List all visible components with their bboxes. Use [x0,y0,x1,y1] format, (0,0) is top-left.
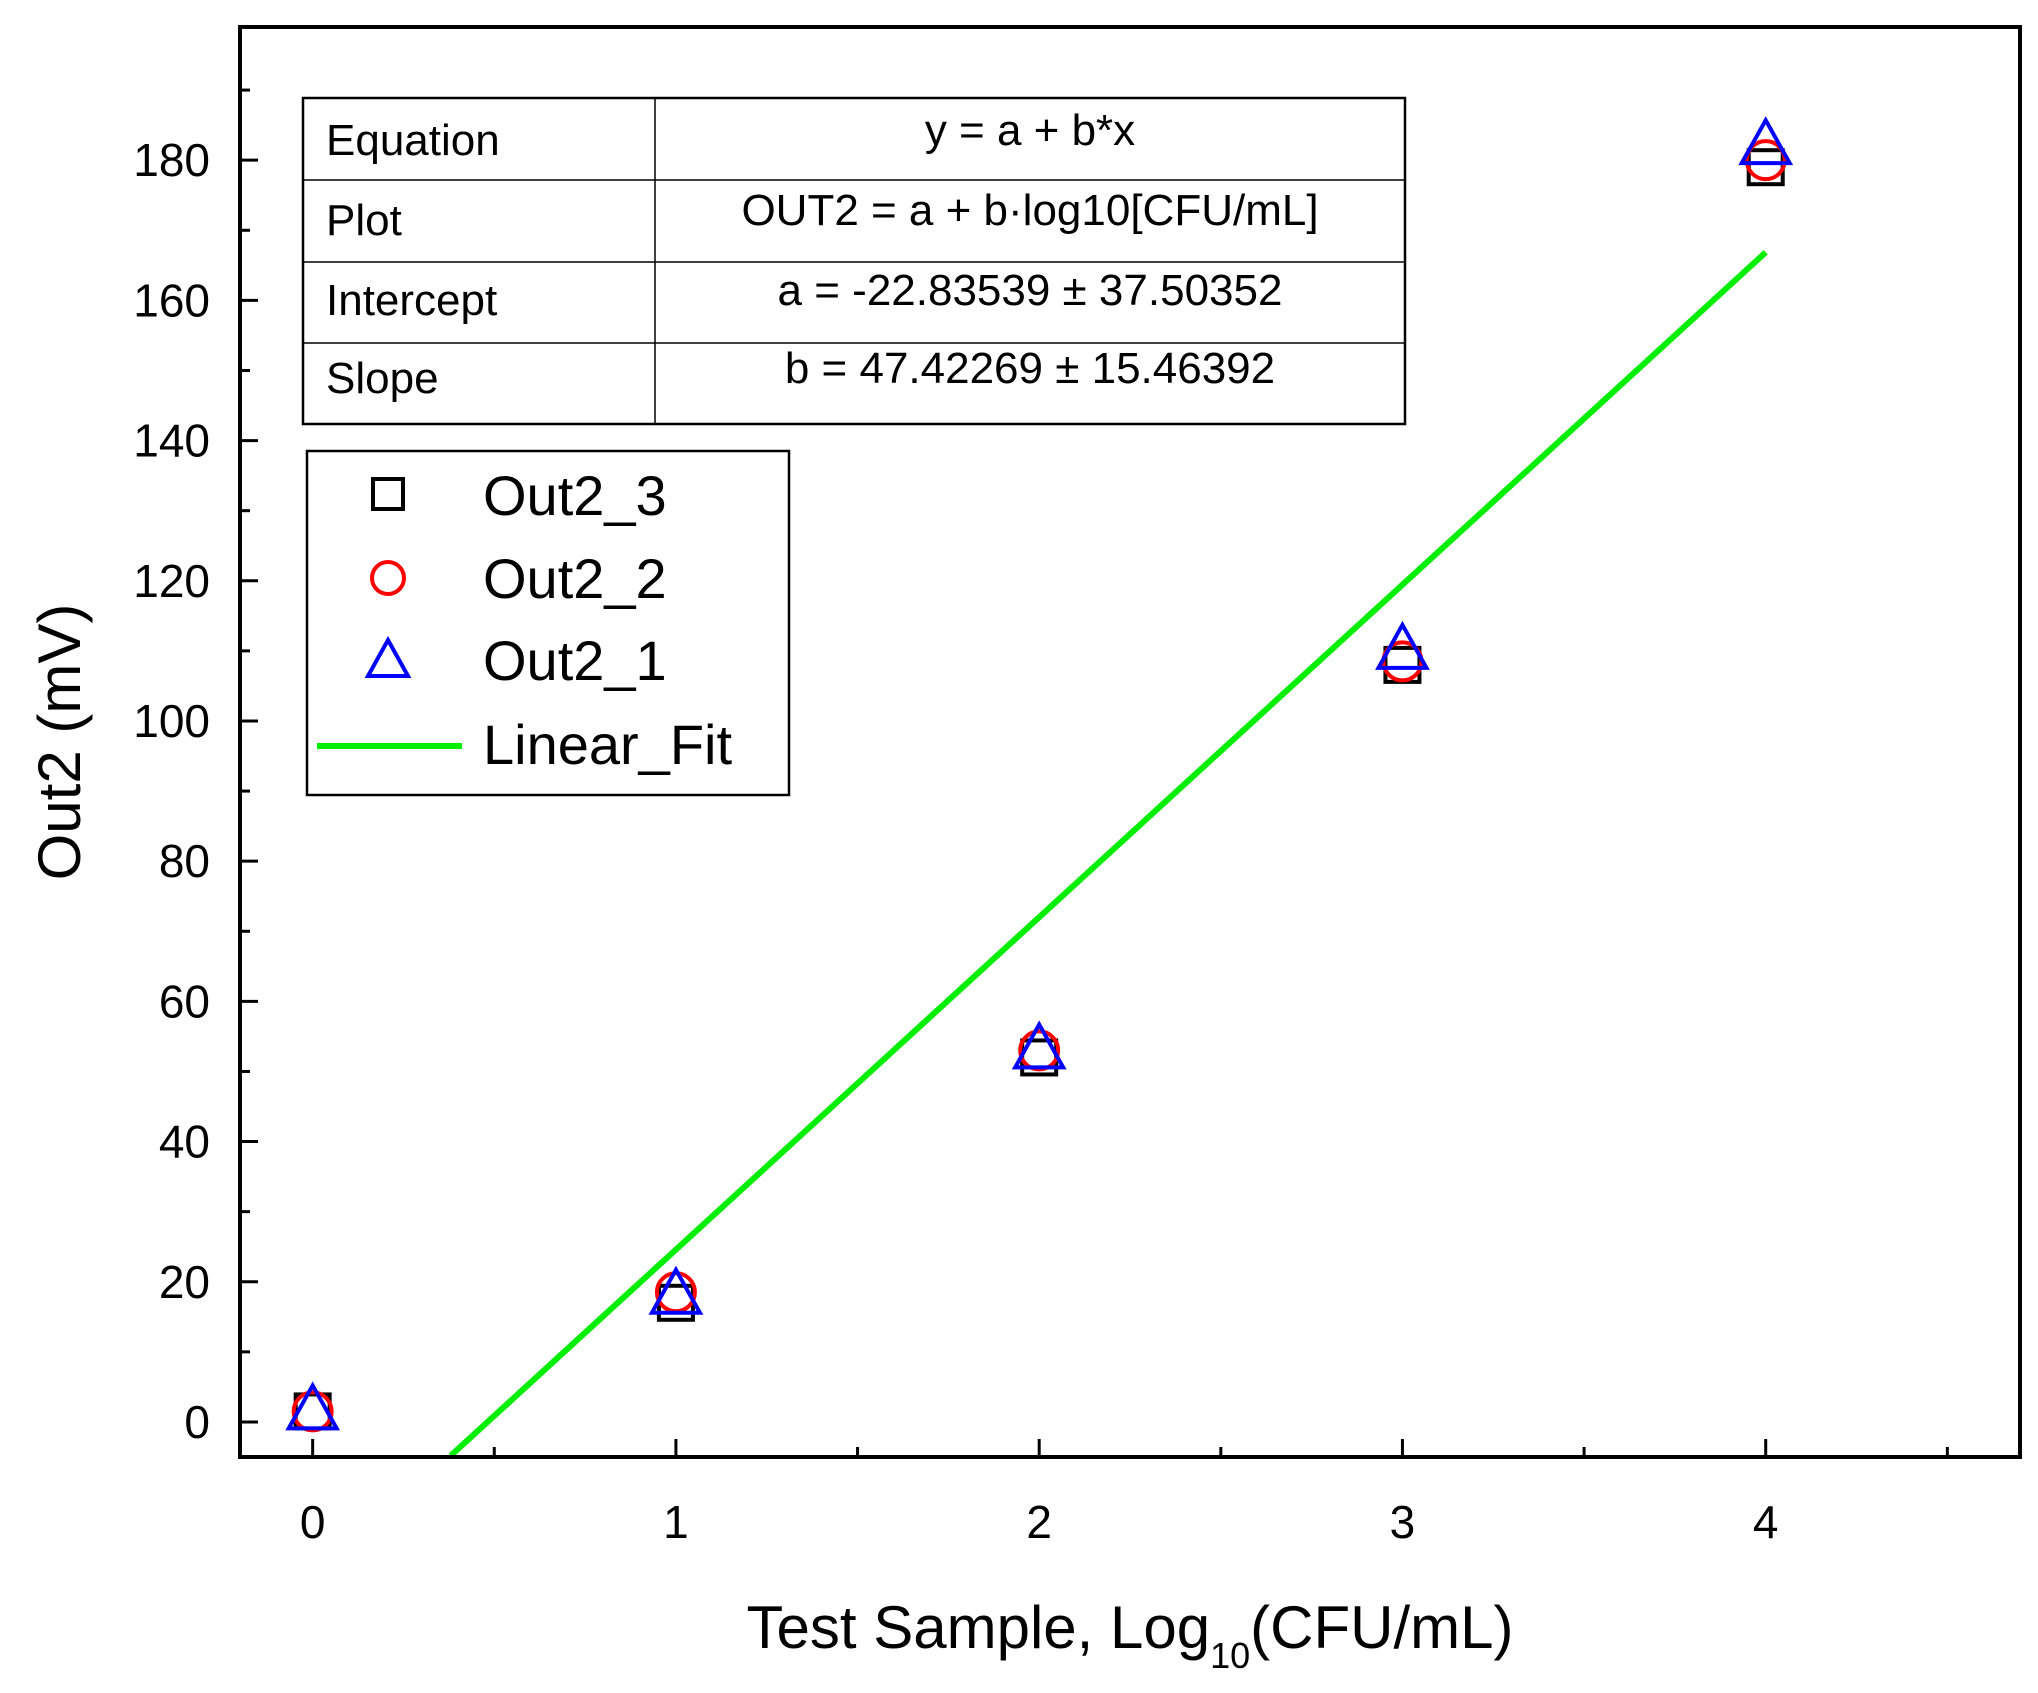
y-tick-label: 140 [133,415,210,467]
y-tick-label: 180 [133,134,210,186]
x-tick-label: 2 [1026,1496,1052,1548]
legend-label-linear-fit: Linear_Fit [483,713,732,776]
y-tick-label: 160 [133,274,210,326]
y-tick-label: 40 [159,1116,210,1168]
y-tick-label: 0 [184,1396,210,1448]
y-tick-labels: 0 20 40 60 80 100 120 140 160 180 [133,134,210,1448]
y-tick-label: 80 [159,835,210,887]
point-out2-2 [1744,139,1787,182]
y-tick-label: 20 [159,1256,210,1308]
point-out2-3 [293,1392,332,1431]
point-out2-1 [648,1265,704,1315]
legend-square-marker [371,477,405,511]
stats-row-value: OUT2 = a + b·log10[CFU/mL] [741,186,1318,235]
stats-row-value: y = a + b*x [925,106,1135,155]
stats-row-label: Equation [326,116,500,165]
legend-label-out2-1: Out2_1 [483,629,667,692]
y-axis-title: Out2 (mV) [26,604,93,881]
fit-layer [448,250,1768,1458]
stats-row-label: Slope [326,354,439,403]
point-out2-1 [1738,116,1794,166]
data-points [285,116,1794,1433]
x-axis-title: Test Sample, Log10(CFU/mL) [747,1594,1514,1676]
point-out2-1 [285,1381,341,1431]
plot-frame [238,25,2022,1459]
x-tick-label: 4 [1753,1496,1779,1548]
stats-row-value: b = 47.42269 ± 15.46392 [785,344,1275,393]
x-tick-label: 0 [300,1496,326,1548]
point-out2-1 [1011,1020,1067,1070]
fit-stats-table: Equation y = a + b*x Plot OUT2 = a + b·log1… [301,96,1407,426]
legend-triangle-marker [364,635,412,678]
legend-circle-marker [370,560,406,596]
stats-row-label: Plot [326,196,402,245]
y-tick-label: 120 [133,555,210,607]
x-tick-label: 1 [663,1496,689,1548]
point-out2-1 [1375,620,1430,670]
stats-row-value: a = -22.83539 ± 37.50352 [778,266,1283,315]
legend-label-out2-2: Out2_2 [483,547,667,610]
x-tick-labels: 0 1 2 3 4 [300,1496,1779,1548]
fit-line [448,250,1768,1458]
x-tick-label: 3 [1390,1496,1416,1548]
stats-row-label: Intercept [326,276,497,325]
y-tick-label: 60 [159,975,210,1027]
legend-label-out2-3: Out2_3 [483,464,667,527]
stats-table-frame [301,96,1407,426]
legend: Out2_3 Out2_2 Out2_1 Linear_Fit [305,449,791,797]
y-tick-label: 100 [133,695,210,747]
